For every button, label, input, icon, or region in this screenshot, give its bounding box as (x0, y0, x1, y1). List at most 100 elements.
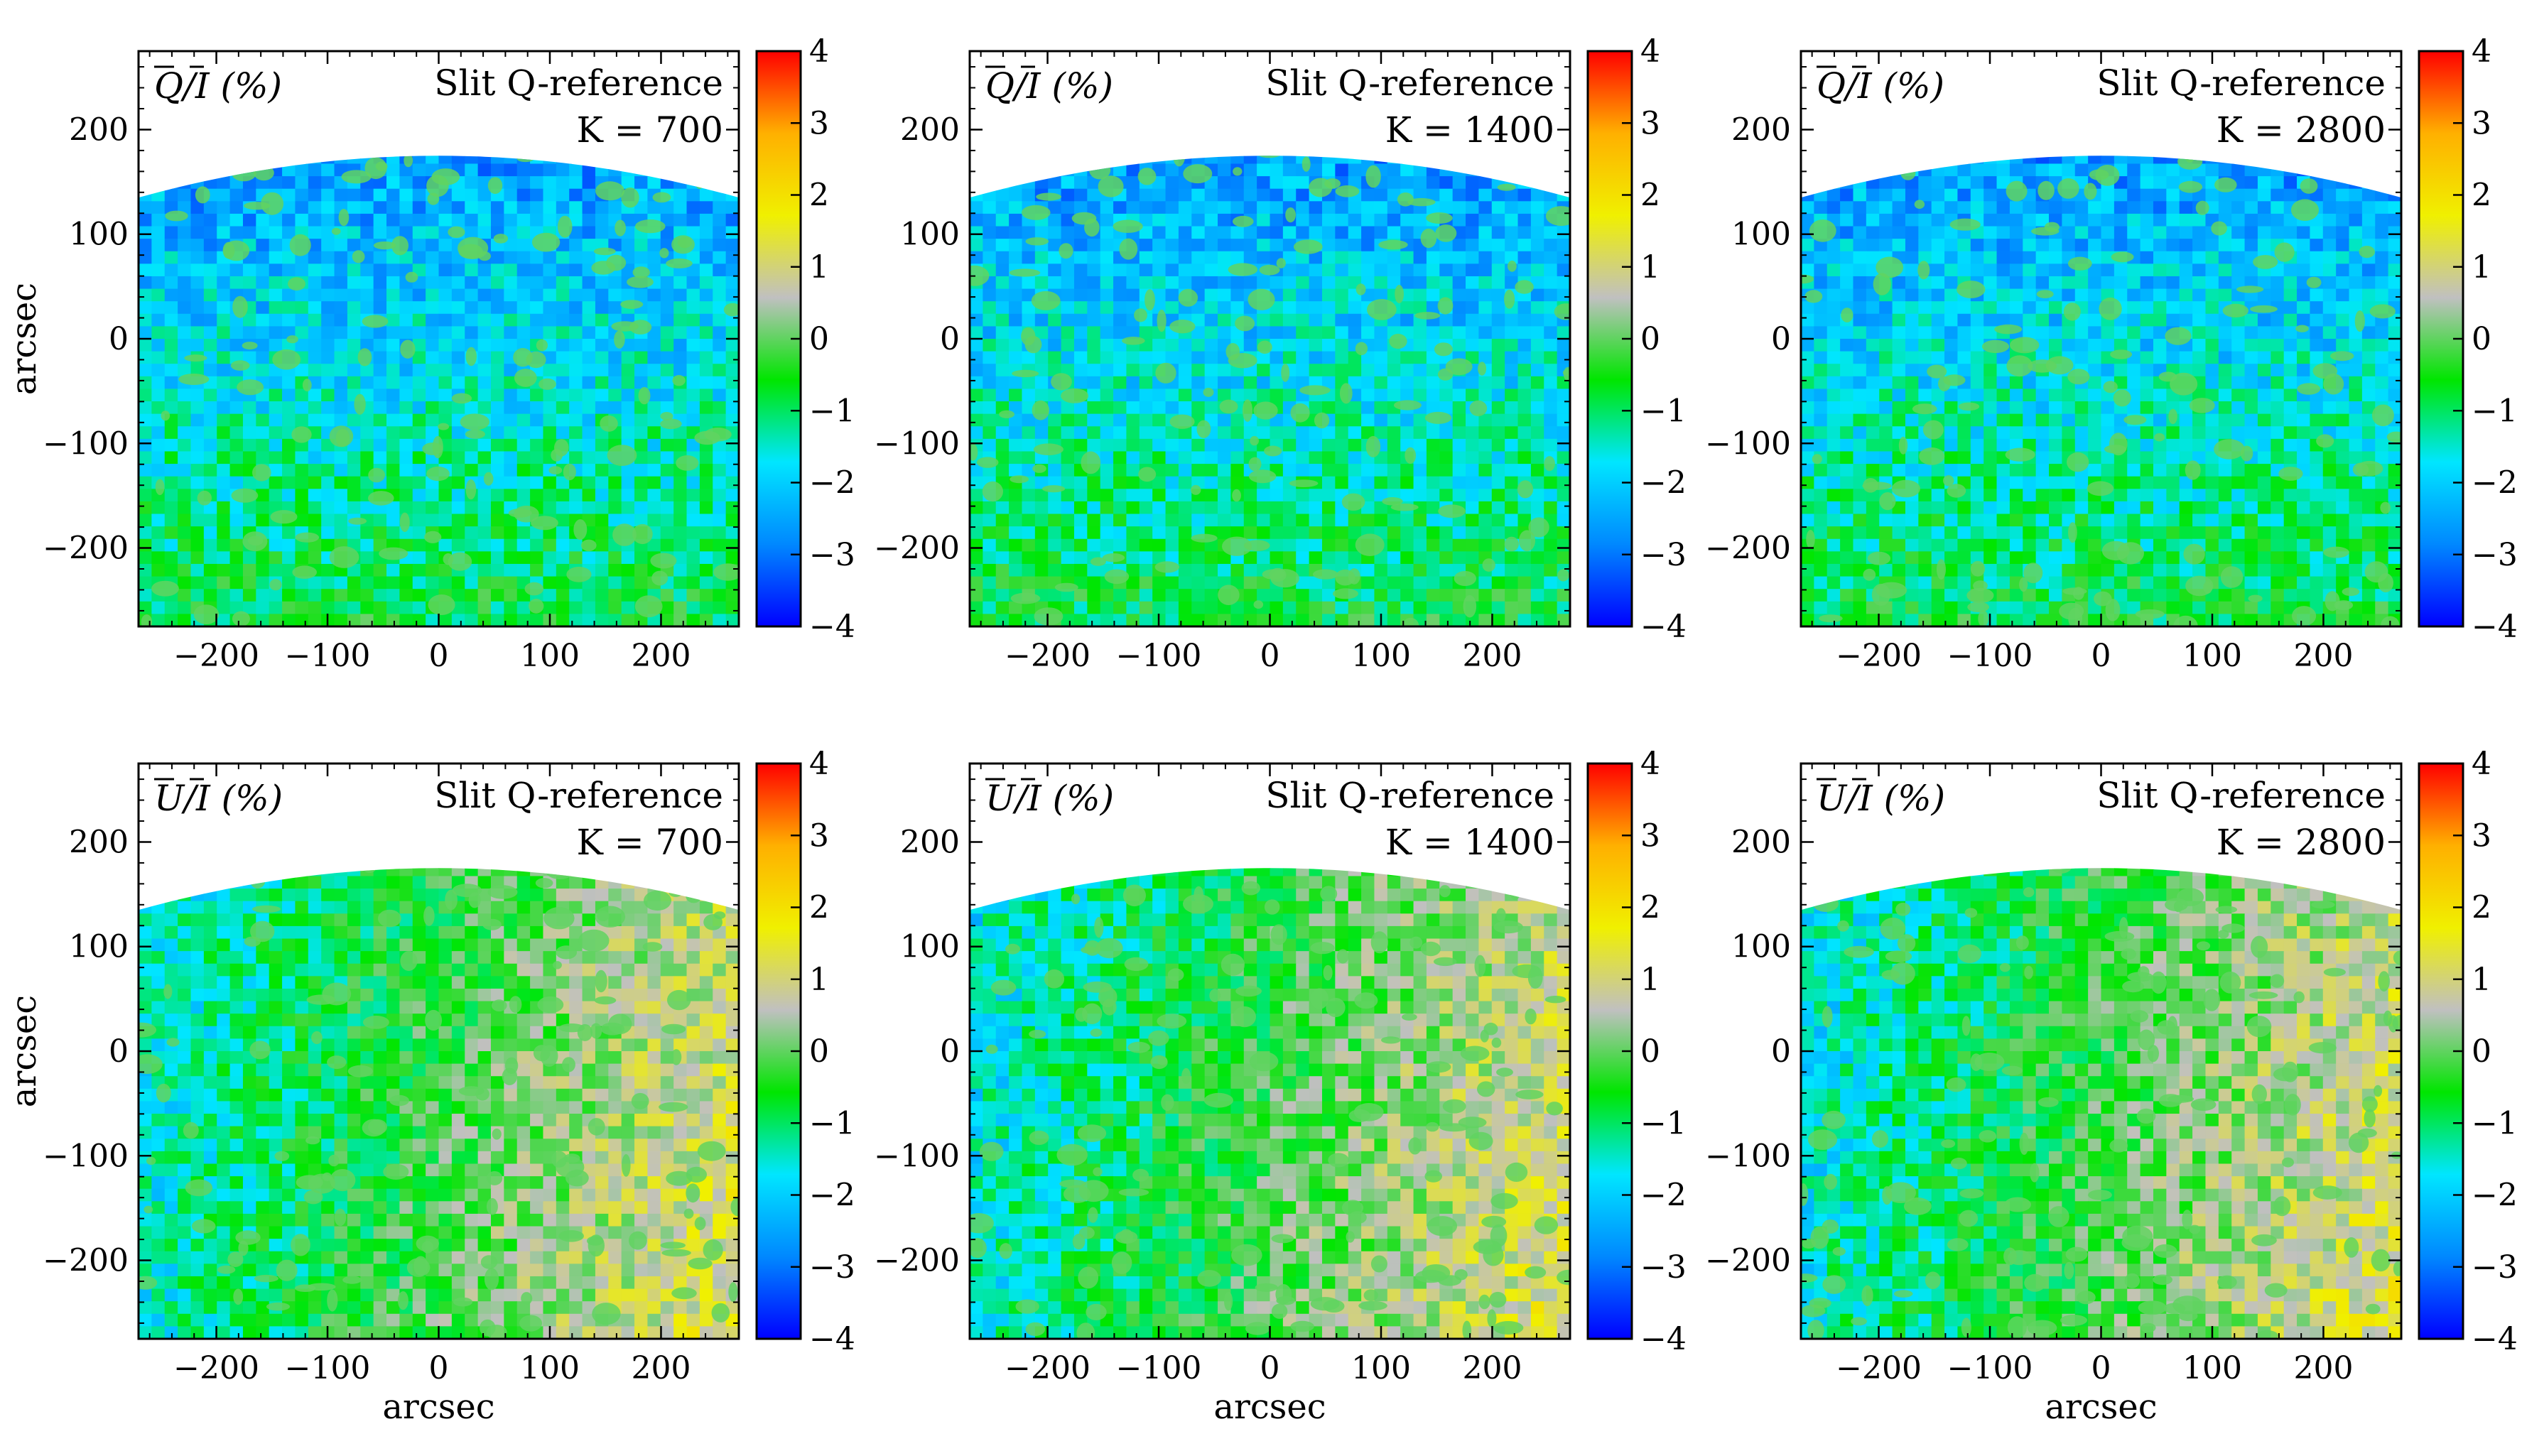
map-cell (686, 313, 700, 327)
map-cell (1022, 576, 1036, 590)
map-cell (686, 501, 700, 515)
map-cell (686, 201, 700, 214)
map-cell (660, 288, 674, 302)
map-cell (413, 51, 426, 64)
map-cell (1204, 239, 1218, 252)
map-cell (1270, 364, 1284, 377)
map-cell (1230, 64, 1244, 77)
map-cell (1100, 351, 1114, 364)
map-cell (556, 326, 570, 339)
map-cell (1997, 51, 2010, 64)
noise-patch (1154, 561, 1180, 573)
map-cell (386, 401, 400, 415)
map-cell (1139, 276, 1153, 290)
noise-patch (1009, 268, 1041, 277)
map-cell (1282, 464, 1297, 477)
map-cell (1048, 163, 1062, 177)
map-cell (334, 413, 348, 427)
map-cell (1374, 551, 1388, 565)
map-cell (1270, 156, 1284, 165)
map-cell (386, 601, 400, 614)
map-cell (282, 114, 296, 126)
map-cell (543, 326, 557, 339)
map-cell (1426, 538, 1440, 552)
noise-patch (557, 215, 573, 238)
map-cell (308, 489, 322, 502)
map-cell (1452, 251, 1466, 264)
map-cell (413, 64, 426, 77)
noise-patch (1169, 320, 1196, 334)
map-cell (1230, 276, 1245, 290)
map-cell (1100, 476, 1114, 489)
map-cell (634, 201, 649, 214)
map-cell (1165, 288, 1179, 302)
map-cell (178, 589, 192, 602)
map-cell (660, 451, 674, 464)
map-cell (1243, 376, 1257, 390)
map-cell (673, 188, 688, 202)
map-cell (1466, 413, 1480, 427)
map-cell (256, 239, 270, 252)
map-cell (477, 601, 492, 614)
map-cell (386, 614, 400, 627)
map-cell (295, 101, 308, 114)
map-cell (1374, 251, 1388, 264)
map-cell (178, 226, 192, 239)
map-cell (1296, 226, 1310, 239)
map-cell (1073, 563, 1088, 577)
map-cell (1387, 438, 1401, 452)
map-cell (582, 501, 596, 515)
map-cell (1073, 526, 1088, 540)
map-cell (504, 551, 518, 565)
map-cell (399, 89, 413, 102)
map-cell (347, 138, 361, 151)
map-cell (1452, 464, 1466, 477)
map-cell (1087, 201, 1101, 214)
map-cell (569, 401, 583, 415)
map-cell (2023, 64, 2036, 77)
map-cell (151, 239, 166, 252)
map-cell (203, 576, 217, 590)
map-cell (1152, 413, 1167, 427)
map-cell (321, 176, 335, 190)
map-cell (1296, 426, 1310, 440)
map-cell (151, 401, 166, 415)
map-cell (1557, 538, 1570, 552)
map-cell (1348, 614, 1362, 627)
map-cell (335, 89, 348, 102)
noise-patch (404, 156, 413, 168)
map-cell (412, 451, 426, 464)
map-cell (373, 226, 387, 239)
map-cell (1466, 163, 1480, 177)
map-cell (438, 364, 453, 377)
map-cell (1243, 176, 1257, 190)
map-cell (996, 114, 1010, 126)
map-cell (1466, 176, 1480, 190)
map-cell (713, 589, 727, 602)
map-cell (269, 464, 283, 477)
map-cell (1126, 489, 1140, 502)
map-cell (1087, 563, 1101, 577)
map-cell (1113, 326, 1127, 339)
map-cell (1270, 551, 1284, 565)
map-cell (412, 551, 426, 565)
map-cell (1348, 601, 1362, 614)
map-cell (725, 551, 739, 565)
map-cell (995, 313, 1010, 327)
map-cell (1971, 64, 1984, 77)
map-cell (1335, 326, 1349, 339)
map-cell (465, 156, 479, 165)
map-cell (1126, 601, 1140, 614)
map-cell (686, 576, 700, 590)
map-cell (1009, 438, 1023, 452)
noise-patch (591, 261, 616, 275)
noise-patch (1333, 588, 1358, 599)
map-cell (699, 276, 713, 290)
map-cell (438, 614, 453, 627)
map-cell (1348, 401, 1362, 415)
map-cell (1100, 401, 1114, 415)
map-cell (1439, 188, 1454, 202)
map-cell (1309, 538, 1323, 552)
map-cell (1413, 276, 1427, 290)
noise-patch (420, 55, 432, 69)
